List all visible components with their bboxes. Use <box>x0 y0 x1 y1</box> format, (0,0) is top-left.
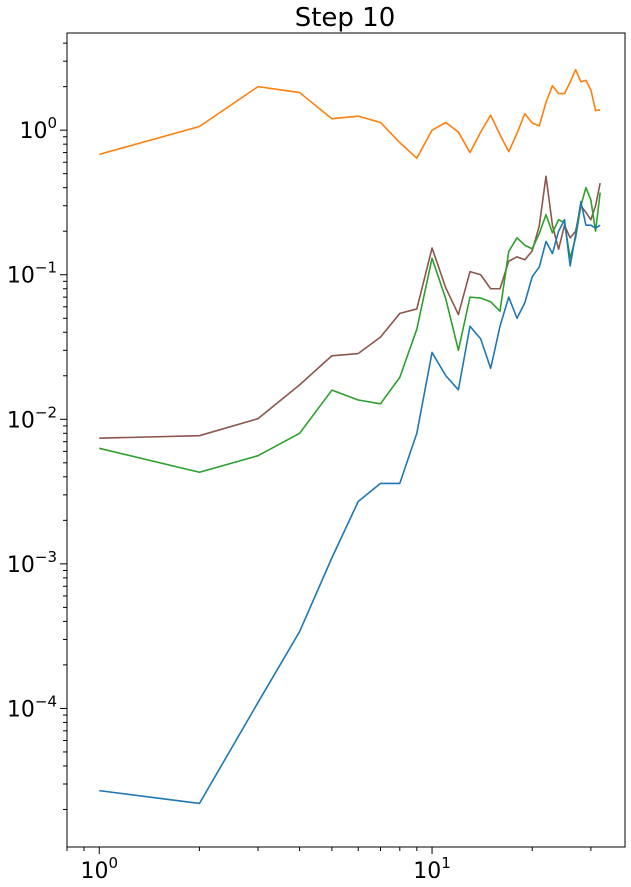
axis-layer: 10−4 10−3 10−2 10−1 100 100 101 <box>7 42 592 884</box>
y-tick-label: 10−3 <box>7 548 57 578</box>
y-tick-label: 10−2 <box>7 403 57 433</box>
series-layer <box>99 68 601 805</box>
plot-frame <box>66 32 626 848</box>
series-line-3 <box>99 200 601 805</box>
y-tick-label: 100 <box>19 114 57 144</box>
x-tick-label: 101 <box>413 854 451 884</box>
y-tick-label: 10−4 <box>7 692 57 722</box>
chart-title: Step 10 <box>295 3 396 33</box>
x-tick-label: 100 <box>80 854 118 884</box>
y-tick-label: 10−1 <box>7 259 57 289</box>
series-line-1 <box>99 175 601 439</box>
series-line-0 <box>99 68 601 159</box>
